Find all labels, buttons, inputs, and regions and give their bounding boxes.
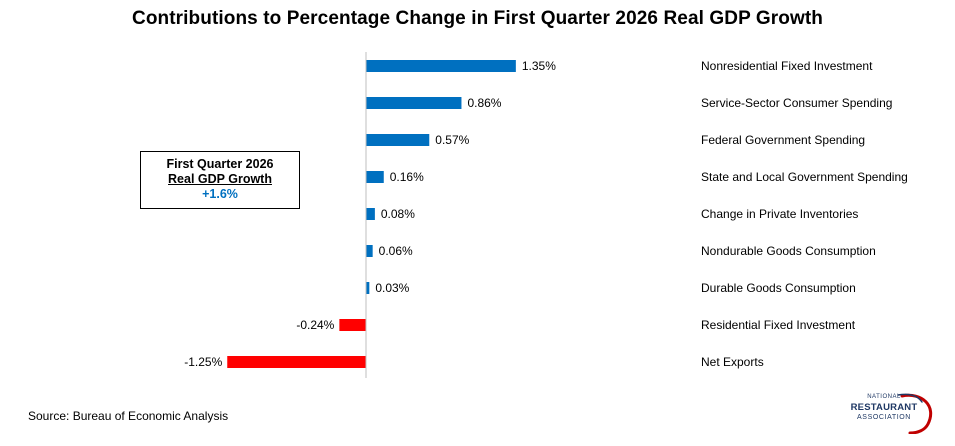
value-label-6: 0.06% (379, 244, 413, 258)
category-label-9: Net Exports (701, 355, 764, 369)
source-note: Source: Bureau of Economic Analysis (28, 409, 229, 423)
category-label-2: Service-Sector Consumer Spending (701, 96, 892, 110)
category-label-6: Nondurable Goods Consumption (701, 244, 876, 258)
swoosh-logo-icon (897, 393, 933, 434)
category-labels-group: Nonresidential Fixed Investment Service-S… (701, 59, 908, 369)
logo-text-restaurant: RESTAURANT (850, 402, 918, 413)
bar-7 (366, 282, 370, 294)
logo-text-association: ASSOCIATION (857, 414, 911, 421)
category-label-8: Residential Fixed Investment (701, 318, 856, 332)
bar-6 (366, 245, 373, 257)
value-label-3: 0.57% (435, 133, 469, 147)
bar-8 (339, 319, 366, 331)
value-label-1: 1.35% (522, 59, 556, 73)
bar-9 (227, 356, 366, 368)
category-label-1: Nonresidential Fixed Investment (701, 59, 873, 73)
logo-text-national: NATIONAL (867, 394, 901, 400)
value-label-9: -1.25% (184, 355, 222, 369)
category-label-4: State and Local Government Spending (701, 170, 908, 184)
value-label-8: -0.24% (296, 318, 334, 332)
category-label-7: Durable Goods Consumption (701, 281, 856, 295)
nra-logo: NATIONAL RESTAURANT ASSOCIATION (840, 390, 940, 434)
value-label-7: 0.03% (375, 281, 409, 295)
value-label-4: 0.16% (390, 170, 424, 184)
callout-line1: First Quarter 2026 (166, 157, 274, 171)
bars-group (227, 60, 516, 368)
callout-line2: Real GDP Growth (168, 172, 272, 186)
bar-5 (366, 208, 375, 220)
chart-title: Contributions to Percentage Change in Fi… (132, 8, 823, 29)
bar-2 (366, 97, 462, 109)
value-label-5: 0.08% (381, 207, 415, 221)
bar-4 (366, 171, 384, 183)
callout-value: +1.6% (202, 187, 238, 201)
value-labels-group: 1.35% 0.86% 0.57% 0.16% 0.08% 0.06% 0.03% -0.24… (184, 59, 556, 369)
bar-1 (366, 60, 516, 72)
category-label-5: Change in Private Inventories (701, 207, 858, 221)
value-label-2: 0.86% (467, 96, 501, 110)
gdp-growth-callout: First Quarter 2026 Real GDP Growth +1.6% (140, 151, 300, 209)
category-label-3: Federal Government Spending (701, 133, 865, 147)
bar-3 (366, 134, 430, 146)
